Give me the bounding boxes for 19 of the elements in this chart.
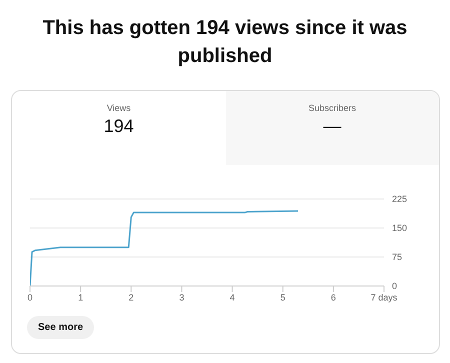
x-tick-label: 1 xyxy=(78,292,84,302)
x-tick-label: 6 xyxy=(330,292,336,302)
line-series xyxy=(30,210,299,286)
text: Subscribers xyxy=(307,103,358,113)
text: 194 xyxy=(102,116,135,137)
text: — xyxy=(322,116,342,137)
x-tick-label: 2 xyxy=(128,292,134,302)
y-tick-label: 0 xyxy=(392,281,398,292)
x-tick-label: 4 xyxy=(230,292,235,302)
chart-title: This has gotten 194 views since it was published xyxy=(42,16,408,69)
y-tick-label: 150 xyxy=(392,223,408,234)
x-tick-label: 5 xyxy=(280,292,286,302)
text: See more xyxy=(27,316,94,339)
y-tick-label: 225 xyxy=(392,194,408,204)
text: Views xyxy=(106,103,132,113)
x-tick-label: 0 xyxy=(27,292,33,302)
x-tick-label: 3 xyxy=(179,292,184,302)
y-tick-label: 75 xyxy=(392,252,402,262)
x-tick-label: 7 days xyxy=(370,292,398,302)
